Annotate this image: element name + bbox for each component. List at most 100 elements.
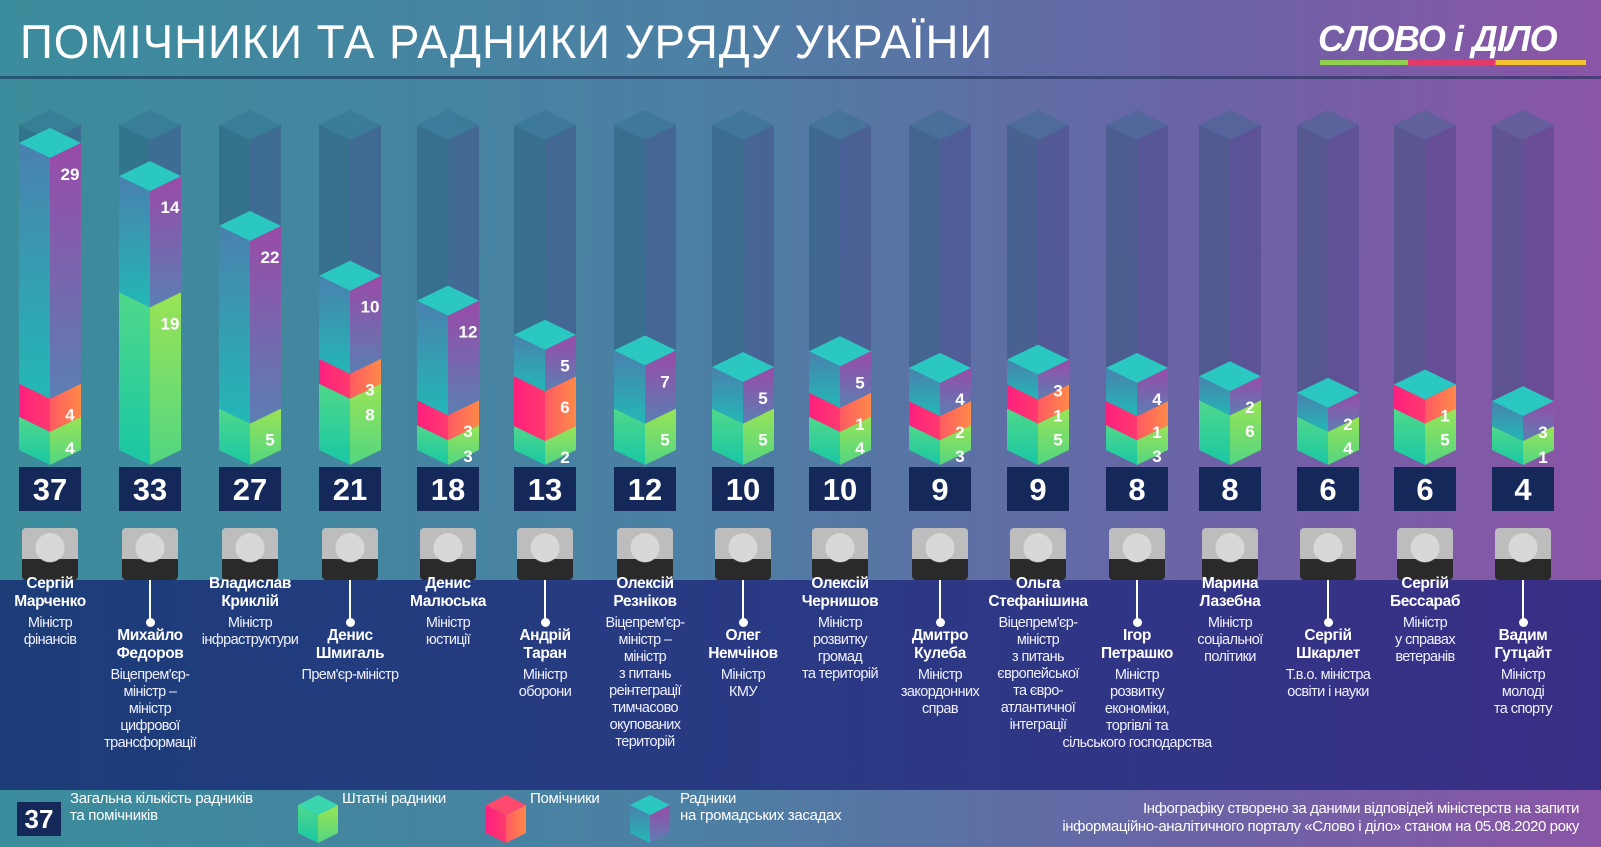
segment-value-label: 4 — [65, 406, 75, 425]
volunteers-segment — [743, 367, 774, 424]
volunteers-segment — [1137, 367, 1168, 417]
minister-label: Михайло Федоров Віцепрем'єр- міністр – мі… — [85, 627, 215, 752]
background-column — [1328, 125, 1359, 465]
assistants-segment — [514, 376, 545, 441]
total-box — [119, 467, 181, 511]
assistants-segment — [809, 392, 840, 432]
assistants-segment — [319, 358, 350, 399]
connector-dot — [345, 618, 355, 627]
bar-top-cap — [1106, 352, 1168, 383]
assistants-segment — [448, 400, 479, 441]
total-box — [1199, 467, 1261, 511]
volunteers-segment — [940, 367, 971, 417]
assistants-segment — [1137, 401, 1168, 441]
background-column-cap — [712, 110, 774, 140]
volunteers-segment — [119, 176, 150, 308]
assistants-segment — [940, 401, 971, 441]
minister-photo — [322, 528, 378, 580]
segment-value-label: 3 — [365, 381, 374, 400]
segment-value-label: 10 — [361, 298, 380, 317]
assistants-segment — [1106, 401, 1137, 441]
volunteers-segment — [1007, 359, 1038, 400]
total-box — [809, 467, 871, 511]
total-label: 8 — [1221, 472, 1238, 507]
segment-value-label: 4 — [65, 439, 75, 458]
minister-name: Ігор Петрашко — [1101, 627, 1173, 662]
minister-role: Віцепрем'єр- міністр з питань європейськ… — [997, 615, 1079, 733]
assistants-segment — [840, 392, 871, 432]
volunteers-segment — [645, 350, 676, 424]
minister-label: Андрій Таран Міністр оборони — [480, 627, 610, 701]
staff-segment — [417, 425, 448, 465]
volunteers-segment — [1106, 367, 1137, 417]
minister-name: Олег Немчінов — [708, 627, 778, 662]
assistants-segment — [545, 376, 576, 441]
volunteers-segment — [417, 300, 448, 416]
legend-assistants-label: Помічники — [530, 790, 600, 807]
volunteers-segment — [1297, 392, 1328, 432]
volunteers-segment — [1523, 401, 1554, 441]
minister-label: Денис Малюська Міністр юстиції — [383, 575, 513, 649]
volunteers-segment — [219, 225, 250, 424]
minister-name: Владислав Криклій — [208, 575, 292, 610]
total-label: 10 — [726, 472, 760, 507]
volunteers-segment — [19, 142, 50, 399]
assistants-segment — [350, 358, 381, 399]
connector-line — [939, 580, 941, 622]
volunteers-segment — [1492, 401, 1523, 441]
volunteers-segment — [809, 351, 840, 408]
minister-role: Т.в.о. міністра освіти і науки — [1285, 667, 1371, 700]
minister-role: Міністр закордонних справ — [900, 667, 980, 717]
minister-label: Сергій Бессараб Міністр у справах ветеран… — [1360, 575, 1490, 666]
segment-value-label: 2 — [560, 448, 569, 467]
assistants-segment — [1425, 384, 1456, 424]
logo-stripe — [1320, 60, 1586, 65]
minister-role: Міністр КМУ — [720, 667, 766, 700]
minister-photo — [715, 528, 771, 580]
staff-segment — [319, 383, 350, 465]
volunteers-segment — [1328, 392, 1359, 432]
total-box — [1297, 467, 1359, 511]
minister-name: Сергій Шкарлет — [1296, 627, 1360, 662]
minister-role: Міністр юстиції — [425, 615, 471, 648]
staff-segment — [119, 292, 150, 465]
connector-line — [742, 580, 744, 622]
connector-line — [1136, 580, 1138, 622]
volunteers-segment — [319, 275, 350, 374]
legend-volunteers-label: Радники на громадських засадах — [680, 790, 842, 824]
segment-value-label: 3 — [463, 447, 472, 466]
segment-value-label: 4 — [1152, 390, 1162, 409]
minister-photo — [812, 528, 868, 580]
staff-segment — [1425, 408, 1456, 465]
background-column-cap — [809, 110, 871, 140]
logo-text: СЛОВО і ДІЛО — [1318, 18, 1558, 59]
minister-role: Міністр молоді та спорту — [1493, 667, 1553, 717]
volunteers-segment — [350, 275, 381, 374]
minister-role: Міністр розвитку громад та територій — [801, 615, 879, 682]
staff-segment — [809, 416, 840, 465]
segment-value-label: 6 — [560, 398, 569, 417]
minister-role: Міністр розвитку економіки, торгівлі та … — [1062, 667, 1212, 751]
segment-value-label: 8 — [365, 406, 374, 425]
minister-photo — [617, 528, 673, 580]
staff-segment — [1137, 425, 1168, 465]
volunteers-segment — [150, 176, 181, 308]
total-label: 10 — [823, 472, 857, 507]
bar-top-cap — [514, 319, 576, 350]
page-title: ПОМІЧНИКИ ТА РАДНИКИ УРЯДУ УКРАЇНИ — [20, 15, 994, 68]
connector-dot — [540, 618, 550, 627]
background-column-cap — [1007, 110, 1069, 140]
connector-line — [349, 580, 351, 622]
connector-dot — [1323, 618, 1333, 627]
volunteers-segment — [1199, 376, 1230, 416]
segment-value-label: 5 — [265, 431, 274, 450]
minister-photo — [420, 528, 476, 580]
total-box — [1394, 467, 1456, 511]
bar-top-cap — [1394, 369, 1456, 400]
background-column — [1523, 125, 1554, 465]
total-label: 27 — [233, 472, 267, 507]
assistants-segment — [19, 383, 50, 432]
minister-label: Сергій Шкарлет Т.в.о. міністра освіти і н… — [1263, 627, 1393, 701]
minister-label: Ігор Петрашко Міністр розвитку економіки,… — [1062, 627, 1212, 752]
staff-segment — [250, 408, 281, 465]
